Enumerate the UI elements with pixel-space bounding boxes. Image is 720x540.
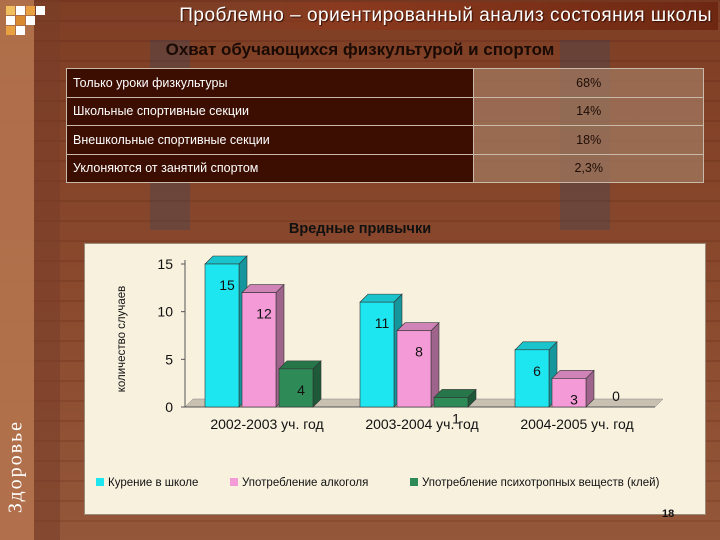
slide-title: Проблемно – ориентированный анализ состо…	[179, 5, 712, 26]
y-tick-label: 10	[157, 304, 173, 320]
bar-data-label: 4	[297, 382, 305, 398]
side-caption: Здоровье	[4, 419, 27, 514]
row-value: 18%	[473, 125, 704, 155]
chart-area: 0 5 10 15 количество случаев 15 12 4 2002-2003 у…	[84, 243, 706, 515]
y-tick-label: 5	[165, 351, 173, 367]
legend-label: Курение в школе	[108, 477, 199, 489]
bar-data-label: 8	[415, 344, 423, 360]
y-tick-label: 15	[157, 256, 173, 272]
legend-swatch	[230, 478, 238, 486]
table-row: Школьные спортивные секции 14%	[65, 96, 704, 126]
chart-title: Вредные привычки	[288, 221, 432, 237]
legend-label: Употребление психотропных веществ (клей)	[422, 477, 660, 489]
row-label: Только уроки физкультуры	[65, 68, 475, 98]
legend-label: Употребление алкоголя	[242, 477, 369, 489]
title-banner: Проблемно – ориентированный анализ состо…	[179, 2, 718, 30]
row-label: Внешкольные спортивные секции	[65, 125, 475, 155]
chart-legend: Курение в школе Употребление алкоголя Уп…	[88, 477, 698, 491]
legend-item: Употребление психотропных веществ (клей)	[410, 477, 659, 489]
legend-swatch	[410, 478, 418, 486]
y-axis-label: количество случаев	[116, 286, 128, 393]
x-tick-label: 2004-2005 уч. год	[520, 416, 633, 432]
bar	[204, 263, 240, 408]
row-value: 14%	[473, 96, 704, 126]
bar	[433, 397, 469, 408]
coverage-table: Только уроки физкультуры 68% Школьные сп…	[65, 68, 704, 183]
y-tick-label: 0	[165, 399, 173, 415]
row-value: 2,3%	[473, 153, 704, 183]
bar-data-label: 1	[452, 410, 460, 426]
page-number: 18	[662, 508, 675, 520]
row-label: Уклоняются от занятий спортом	[65, 153, 475, 183]
table-row: Только уроки физкультуры 68%	[65, 68, 704, 98]
bar-data-label: 3	[570, 391, 578, 407]
bar-data-label: 15	[219, 277, 235, 293]
bar-data-label: 0	[612, 388, 620, 404]
legend-swatch	[96, 478, 104, 486]
legend-item: Употребление алкоголя	[230, 477, 368, 489]
bar-data-label: 11	[375, 315, 390, 331]
x-tick-label: 2003-2004 уч. год	[365, 416, 478, 432]
bar-data-label: 12	[256, 306, 272, 322]
row-value: 68%	[473, 68, 704, 98]
bar-data-label: 6	[533, 363, 541, 379]
corner-squares-decoration	[6, 6, 52, 40]
bar	[241, 292, 277, 408]
x-tick-label: 2002-2003 уч. год	[210, 416, 323, 432]
bar	[359, 301, 395, 408]
table-row: Уклоняются от занятий спортом 2,3%	[65, 153, 704, 183]
bar	[396, 330, 432, 408]
bar	[278, 368, 314, 408]
left-band	[0, 0, 34, 540]
row-label: Школьные спортивные секции	[65, 96, 475, 126]
table-row: Внешкольные спортивные секции 18%	[65, 125, 704, 155]
legend-item: Курение в школе	[96, 477, 198, 489]
bar	[551, 378, 587, 408]
bar	[514, 349, 550, 408]
coverage-title: Охват обучающихся физкультурой и спортом	[165, 40, 555, 59]
